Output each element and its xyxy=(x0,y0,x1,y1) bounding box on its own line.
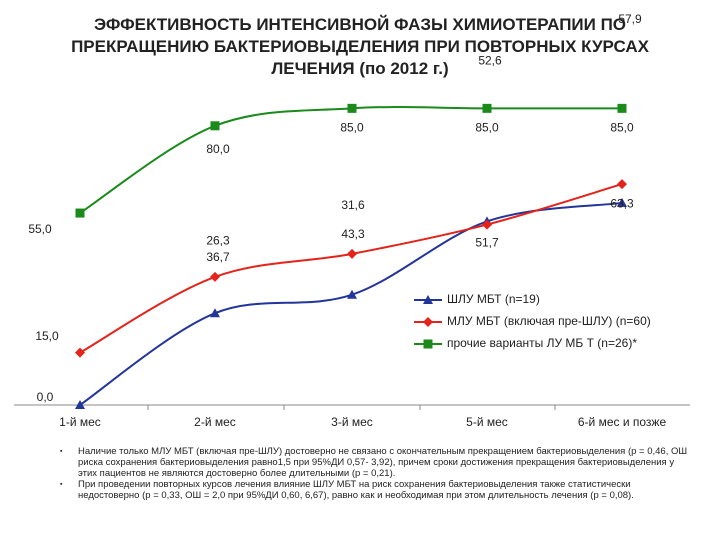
marker xyxy=(347,248,357,259)
marker xyxy=(617,179,627,190)
x-tick-label: 6-й мес и позже xyxy=(578,415,667,429)
data-label: 31,6 xyxy=(341,198,365,212)
data-label: 36,7 xyxy=(206,250,230,264)
data-label: 85,0 xyxy=(475,121,499,135)
note: При проведении повторных курсов лечения … xyxy=(60,479,690,501)
data-label: 15,0 xyxy=(35,329,59,343)
data-label: 63,3 xyxy=(610,196,634,210)
data-label: 0,0 xyxy=(37,390,54,404)
chart: 1-й мес 2-й мес 3-й мес 5-й мес 6-й мес и по… xyxy=(14,12,690,429)
marker xyxy=(210,308,220,318)
data-label: 85,0 xyxy=(340,121,364,135)
data-label: 43,3 xyxy=(341,227,365,241)
marker xyxy=(617,197,627,207)
marker xyxy=(75,208,85,218)
legend-label: ШЛУ МБТ (n=19) xyxy=(447,292,540,306)
marker xyxy=(482,103,492,113)
marker xyxy=(347,103,357,113)
legend-marker xyxy=(423,295,433,304)
marker xyxy=(75,400,85,409)
legend-marker xyxy=(423,317,433,327)
notes: Наличие только МЛУ МБТ (включая пре-ШЛУ)… xyxy=(60,446,690,501)
x-tick-label: 5-й мес xyxy=(466,415,508,429)
marker xyxy=(617,103,627,113)
legend-label: МЛУ МБТ (включая пре-ШЛУ) (n=60) xyxy=(447,314,651,328)
marker xyxy=(210,271,220,282)
marker xyxy=(482,219,492,230)
data-label: 80,0 xyxy=(206,142,230,156)
chart-title: ЭФФЕКТИВНОСТЬ ИНТЕНСИВНОЙ ФАЗЫ ХИМИОТЕРА… xyxy=(71,15,649,78)
marker xyxy=(210,121,220,131)
data-label: 55,0 xyxy=(28,222,52,236)
x-tick-label: 3-й мес xyxy=(331,415,373,429)
marker xyxy=(75,347,85,358)
marker xyxy=(347,289,357,299)
x-tick-label: 2-й мес xyxy=(194,415,236,429)
data-label: 26,3 xyxy=(206,233,230,247)
data-label: 51,7 xyxy=(475,236,499,250)
data-label: 57,9 xyxy=(618,12,642,26)
data-label: 52,6 xyxy=(478,54,502,68)
x-tick-label: 1-й мес xyxy=(59,415,101,429)
data-label: 85,0 xyxy=(610,121,634,135)
legend-marker xyxy=(423,339,433,349)
legend-label: прочие варианты ЛУ МБ Т (n=26)* xyxy=(447,336,637,350)
note: Наличие только МЛУ МБТ (включая пре-ШЛУ)… xyxy=(60,446,690,479)
